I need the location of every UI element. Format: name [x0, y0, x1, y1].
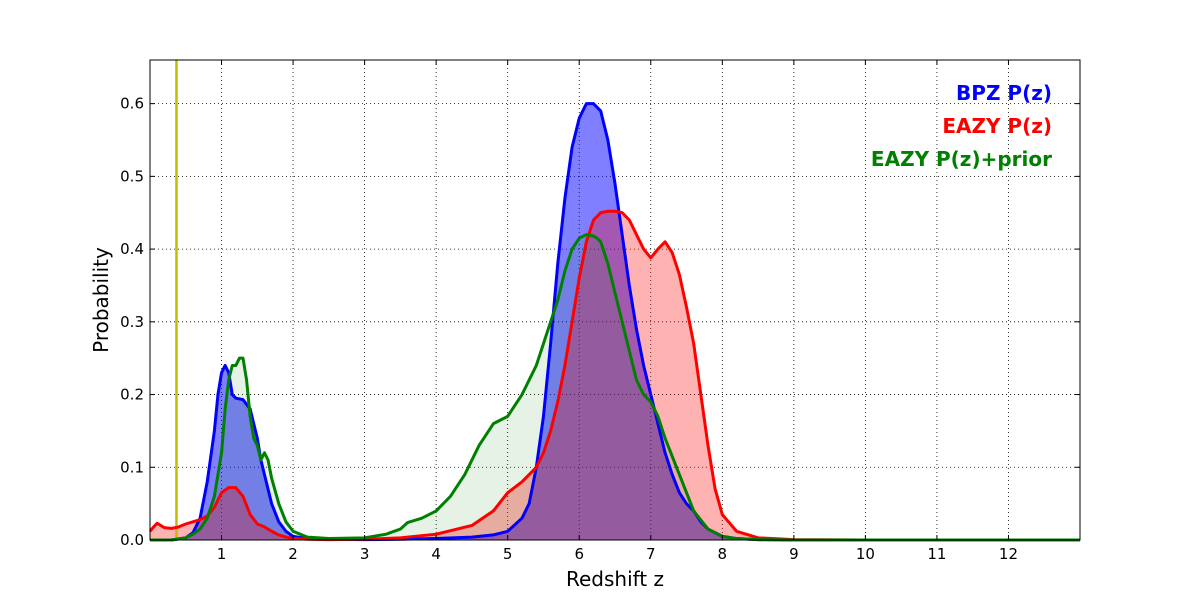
series-lines: [148, 102, 1080, 542]
series-areas: [150, 103, 1080, 541]
x-tick-label: 8: [718, 545, 728, 563]
axis-ticks: [150, 60, 1080, 541]
legend-entry-1: EAZY P(z): [942, 114, 1052, 138]
y-tick-label: 0.1: [120, 458, 144, 476]
x-tick-label: 3: [360, 545, 370, 563]
plot-frame: [149, 59, 1081, 541]
x-tick-label: 6: [574, 545, 584, 563]
x-tick-label: 9: [789, 545, 799, 563]
y-tick-label: 0.0: [120, 531, 144, 549]
x-tick-label: 4: [431, 545, 441, 563]
x-tick-label: 11: [927, 545, 946, 563]
legend-entry-2: EAZY P(z)+prior: [871, 147, 1052, 171]
x-tick-label: 7: [646, 545, 656, 563]
y-tick-labels: 0.0 0.1 0.2 0.3 0.4 0.5 0.6: [120, 95, 144, 549]
series-area-2: [150, 234, 1080, 541]
y-tick-label: 0.6: [120, 95, 144, 113]
x-tick-label: 2: [288, 545, 298, 563]
y-axis-label: Probability: [89, 247, 113, 353]
series-area-1: [150, 211, 1080, 540]
x-tick-label: 10: [856, 545, 875, 563]
x-axis-label: Redshift z: [566, 567, 664, 591]
y-tick-label: 0.3: [120, 313, 144, 331]
legend: BPZ P(z) EAZY P(z) EAZY P(z)+prior: [871, 81, 1052, 171]
series-line-1: [148, 209, 1080, 542]
x-tick-labels: 1 2 3 4 5 6 7 8 9 10 11 12: [217, 545, 1018, 563]
y-tick-label: 0.2: [120, 386, 144, 404]
x-tick-label: 5: [503, 545, 513, 563]
y-tick-label: 0.4: [120, 240, 144, 258]
legend-entry-0: BPZ P(z): [956, 81, 1052, 105]
series-area-0: [150, 103, 1080, 540]
x-tick-label: 1: [217, 545, 227, 563]
y-tick-label: 0.5: [120, 167, 144, 185]
x-tick-label: 12: [999, 545, 1018, 563]
series-line-2: [150, 233, 1080, 542]
